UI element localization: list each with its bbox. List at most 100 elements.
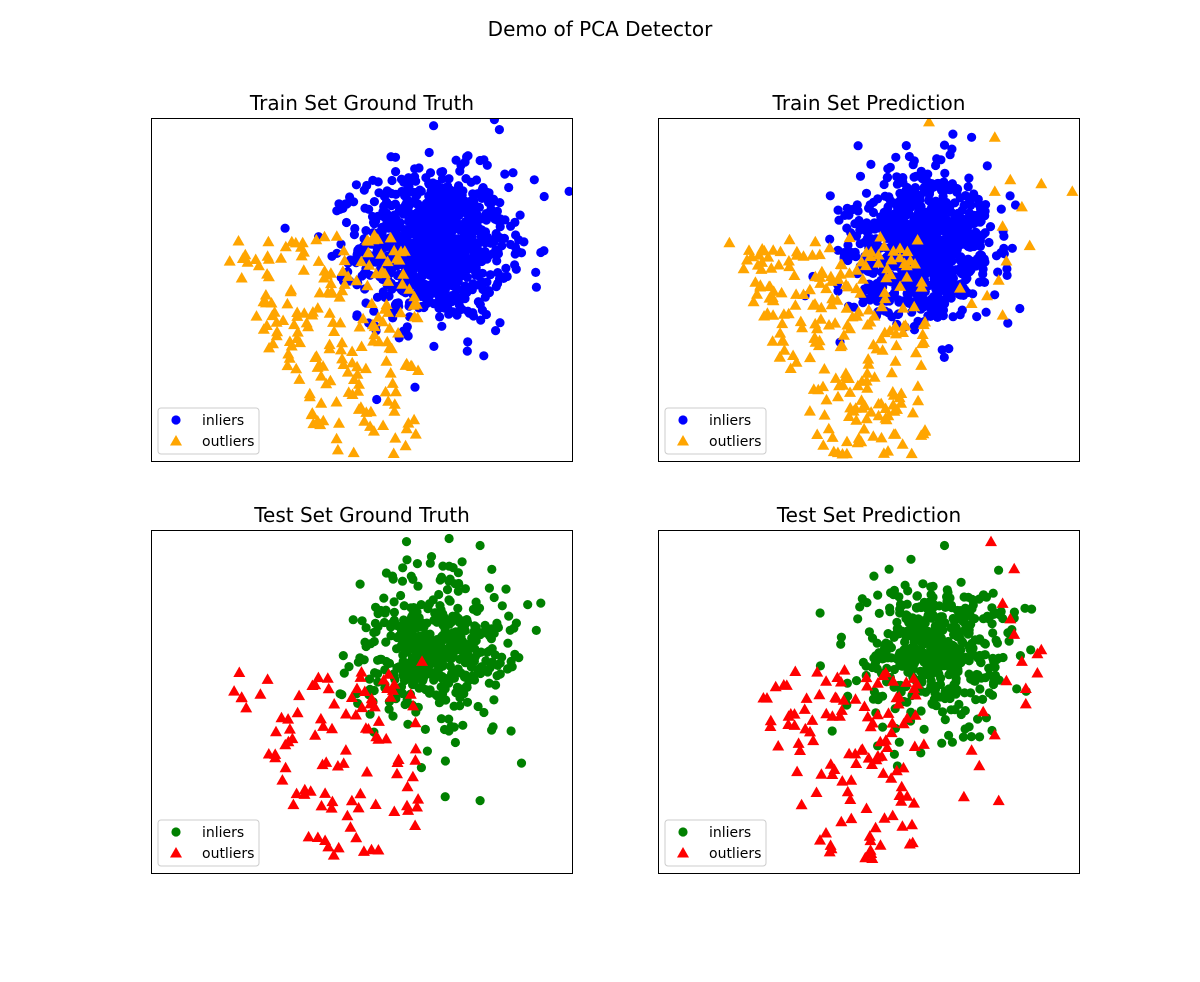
inlier-point bbox=[493, 215, 503, 225]
inlier-point bbox=[907, 642, 917, 653]
inlier-point bbox=[1012, 684, 1022, 694]
inlier-point bbox=[408, 680, 418, 690]
inlier-point bbox=[968, 289, 978, 299]
outlier-point bbox=[240, 701, 253, 713]
inlier-point bbox=[453, 264, 464, 274]
inlier-point bbox=[471, 270, 481, 280]
outlier-point bbox=[908, 797, 920, 808]
outlier-point bbox=[911, 678, 924, 689]
inlier-point bbox=[424, 147, 434, 158]
inlier-point bbox=[943, 641, 953, 651]
inlier-point bbox=[414, 635, 424, 645]
inlier-point bbox=[833, 245, 843, 255]
inlier-point bbox=[420, 233, 430, 243]
inlier-point bbox=[940, 168, 950, 178]
inlier-point bbox=[929, 602, 939, 612]
inlier-point bbox=[412, 559, 422, 569]
inlier-point bbox=[472, 649, 483, 659]
inlier-point bbox=[389, 597, 399, 607]
inlier-point bbox=[992, 638, 1003, 648]
inlier-point bbox=[978, 694, 988, 705]
outlier-point bbox=[327, 316, 339, 327]
outlier-point bbox=[399, 439, 412, 451]
outlier-point bbox=[885, 366, 898, 378]
inlier-point bbox=[864, 285, 874, 295]
inlier-point bbox=[531, 625, 541, 636]
inlier-point bbox=[836, 639, 846, 649]
inlier-point bbox=[392, 663, 402, 673]
outlier-point bbox=[394, 245, 407, 257]
inlier-point bbox=[410, 229, 420, 239]
inlier-point bbox=[435, 312, 445, 322]
outlier-point bbox=[368, 229, 381, 240]
outlier-point bbox=[865, 406, 878, 417]
inlier-point bbox=[338, 651, 348, 661]
inlier-point bbox=[381, 637, 391, 647]
outlier-point bbox=[815, 768, 828, 779]
outlier-point bbox=[266, 309, 279, 321]
inlier-point bbox=[996, 606, 1006, 617]
outlier-point bbox=[354, 787, 367, 799]
inlier-point bbox=[843, 240, 853, 250]
inlier-point bbox=[389, 607, 399, 618]
inlier-point bbox=[337, 690, 347, 700]
inlier-point bbox=[381, 605, 391, 615]
inlier-point bbox=[932, 635, 942, 645]
outlier-point bbox=[321, 672, 334, 683]
outlier-point bbox=[886, 717, 899, 728]
outlier-point bbox=[357, 312, 370, 324]
inlier-point bbox=[494, 125, 504, 135]
inlier-point bbox=[928, 592, 938, 602]
inlier-point bbox=[473, 701, 483, 712]
inlier-point bbox=[390, 199, 400, 209]
inlier-point bbox=[932, 301, 943, 311]
outlier-point bbox=[302, 830, 315, 842]
inlier-point bbox=[934, 652, 944, 663]
outlier-point bbox=[409, 742, 422, 754]
inlier-point bbox=[449, 701, 459, 711]
inlier-point bbox=[947, 144, 957, 154]
inlier-point bbox=[408, 610, 418, 620]
inlier-point bbox=[975, 684, 985, 694]
inlier-point bbox=[873, 590, 883, 600]
outlier-point bbox=[892, 698, 905, 709]
inlier-point bbox=[984, 237, 994, 248]
outlier-point bbox=[835, 704, 848, 715]
inlier-point bbox=[937, 707, 948, 717]
outlier-point bbox=[383, 322, 396, 333]
inlier-point bbox=[964, 722, 974, 732]
inlier-point bbox=[372, 394, 382, 405]
outlier-point bbox=[385, 342, 398, 354]
outlier-point bbox=[909, 258, 921, 269]
outlier-point bbox=[370, 730, 383, 742]
outlier-point bbox=[341, 366, 354, 377]
inlier-point bbox=[898, 199, 909, 210]
inlier-point bbox=[402, 555, 412, 565]
inlier-point bbox=[865, 293, 875, 303]
outlier-point bbox=[790, 245, 803, 257]
inlier-point bbox=[482, 160, 492, 170]
inlier-point bbox=[984, 663, 994, 673]
outlier-point bbox=[337, 244, 350, 256]
outlier-point bbox=[389, 432, 402, 443]
outlier-point bbox=[751, 288, 763, 299]
outlier-point bbox=[861, 382, 874, 393]
inlier-point bbox=[485, 270, 495, 280]
inlier-point bbox=[460, 226, 470, 236]
inlier-point bbox=[360, 203, 370, 213]
inlier-point bbox=[410, 195, 420, 205]
outlier-point bbox=[833, 710, 846, 721]
inlier-point bbox=[947, 179, 958, 189]
inlier-point bbox=[468, 604, 478, 615]
inlier-point bbox=[477, 256, 487, 267]
outlier-point bbox=[772, 740, 785, 751]
inlier-point bbox=[413, 237, 423, 247]
inlier-point bbox=[924, 196, 935, 206]
outlier-point bbox=[855, 744, 868, 755]
outlier-point bbox=[814, 313, 827, 324]
outlier-point bbox=[911, 234, 924, 245]
outlier-point bbox=[269, 748, 282, 759]
inlier-point bbox=[529, 175, 539, 185]
outlier-point bbox=[843, 410, 855, 421]
